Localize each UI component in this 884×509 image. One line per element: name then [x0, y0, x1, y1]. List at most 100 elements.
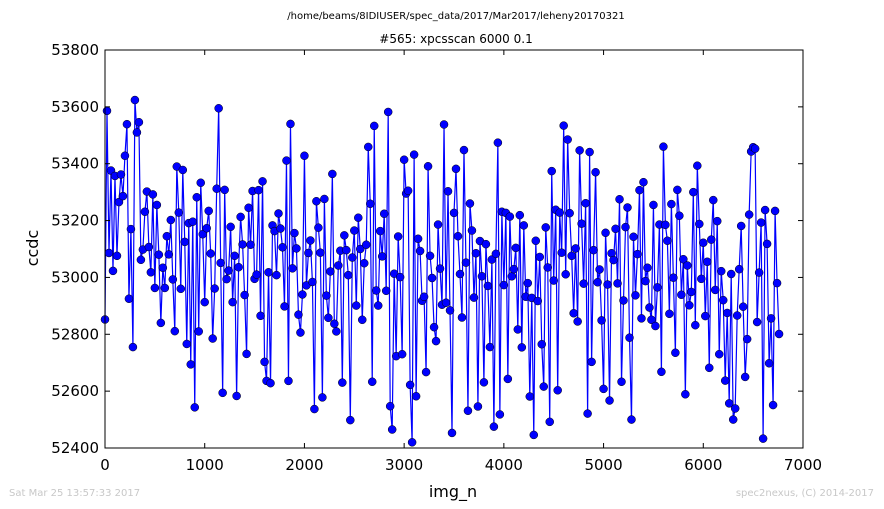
data-point [679, 254, 688, 264]
data-point [427, 273, 437, 283]
data-point [643, 263, 652, 273]
data-point [411, 392, 421, 401]
data-point [774, 329, 784, 339]
chart-title: #565: xpcsscan 6000 0.1 [379, 32, 532, 46]
data-point [447, 428, 457, 438]
x-tick-label: 7000 [784, 456, 822, 474]
data-point [477, 272, 487, 281]
data-point [385, 401, 395, 411]
data-point [344, 270, 353, 280]
data-point [659, 142, 668, 151]
data-point [346, 415, 355, 425]
data-point [348, 253, 357, 262]
data-point [750, 144, 760, 153]
data-point [579, 279, 588, 288]
data-point [465, 199, 475, 208]
data-point [693, 161, 702, 170]
data-point [120, 151, 130, 160]
data-point [571, 244, 580, 253]
data-point [651, 321, 660, 331]
data-point [296, 328, 305, 337]
data-point [561, 270, 570, 279]
data-point [637, 314, 646, 323]
data-point [272, 270, 281, 280]
data-point [178, 165, 188, 175]
data-point [597, 316, 606, 325]
data-point [491, 249, 501, 259]
data-point [226, 222, 235, 232]
data-point [236, 212, 245, 222]
data-point [322, 291, 331, 300]
data-point [409, 150, 419, 159]
data-point [298, 290, 307, 299]
y-tick-label: 53400 [51, 155, 99, 173]
data-point [190, 403, 199, 412]
data-point [362, 240, 371, 249]
data-point [547, 166, 556, 176]
data-point [224, 266, 233, 275]
data-point [407, 438, 417, 447]
data-point [531, 236, 541, 246]
data-point [375, 226, 385, 236]
data-point [292, 244, 301, 253]
data-point [469, 293, 479, 302]
data-point [264, 268, 273, 277]
data-point [300, 151, 309, 160]
x-tick-label: 0 [100, 456, 110, 474]
data-point [387, 425, 397, 434]
y-tick-label: 53000 [51, 268, 99, 286]
data-point [314, 223, 323, 232]
y-tick-label: 53600 [51, 98, 99, 116]
data-point [451, 164, 461, 174]
data-point [467, 226, 477, 235]
data-point [481, 239, 491, 249]
data-point [541, 223, 550, 232]
data-point [308, 277, 317, 287]
data-point [198, 229, 207, 239]
data-point [128, 342, 138, 352]
data-point [689, 187, 698, 197]
data-point [752, 317, 762, 327]
data-point [320, 194, 329, 204]
data-point [756, 218, 766, 227]
x-tick-label: 4000 [485, 456, 523, 474]
data-point [316, 248, 325, 257]
data-point [403, 186, 413, 195]
data-point [567, 251, 576, 261]
data-point [720, 376, 730, 385]
data-point [156, 318, 166, 328]
data-point [168, 275, 178, 284]
data-point [294, 310, 303, 319]
data-point [533, 296, 543, 306]
data-point [108, 266, 118, 276]
data-point [146, 268, 156, 277]
data-point [266, 378, 275, 388]
data-point [669, 273, 678, 282]
data-point [116, 170, 126, 179]
data-point [479, 378, 489, 387]
data-point [649, 200, 658, 210]
data-point [306, 236, 315, 245]
data-point [461, 258, 471, 267]
data-point [453, 231, 463, 241]
data-point [716, 266, 726, 276]
data-point [326, 267, 335, 276]
data-point [625, 333, 634, 342]
data-point [691, 320, 700, 330]
data-point [130, 95, 140, 105]
data-point [252, 270, 261, 279]
data-point [615, 195, 624, 204]
data-point [559, 121, 568, 130]
data-point [256, 311, 265, 321]
data-point [513, 325, 523, 334]
data-point [772, 278, 782, 288]
data-point [591, 167, 600, 177]
data-point [718, 295, 728, 305]
data-point [711, 285, 720, 295]
data-point [425, 251, 435, 261]
data-point [707, 235, 716, 244]
data-point [350, 226, 359, 235]
data-point [186, 360, 195, 369]
data-point [360, 258, 369, 268]
data-point [421, 367, 431, 377]
